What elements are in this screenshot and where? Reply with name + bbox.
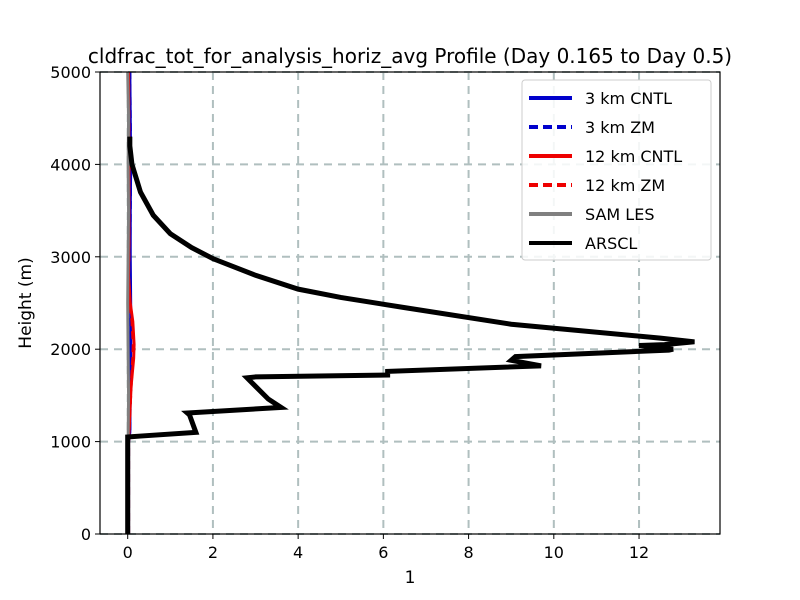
series-layer (125, 72, 695, 534)
series-line-12-km-zm (127, 72, 135, 534)
y-tick-label: 2000 (50, 340, 91, 359)
y-tick-label: 0 (81, 525, 91, 544)
x-tick-label: 12 (629, 543, 649, 562)
x-tick-label: 6 (378, 543, 388, 562)
x-tick-label: 0 (123, 543, 133, 562)
legend-label: 3 km CNTL (585, 89, 672, 108)
y-tick-label: 3000 (50, 248, 91, 267)
y-tick-label: 1000 (50, 433, 91, 452)
y-tick-label: 4000 (50, 155, 91, 174)
series-line-arscl (125, 136, 695, 534)
legend-label: SAM LES (585, 205, 654, 224)
y-axis-title: Height (m) (16, 257, 36, 348)
chart-title: cldfrac_tot_for_analysis_horiz_avg Profi… (88, 44, 732, 68)
x-tick-label: 8 (463, 543, 473, 562)
legend: 3 km CNTL 3 km ZM 12 km CNTL 12 km ZM SAM LE… (521, 79, 712, 261)
y-tick-label: 5000 (50, 63, 91, 82)
legend-label: 3 km ZM (585, 118, 655, 137)
legend-label: 12 km CNTL (585, 147, 682, 166)
x-axis-title: 1 (405, 568, 416, 588)
x-tick-label: 10 (544, 543, 564, 562)
x-tick-label: 2 (208, 543, 218, 562)
legend-label: 12 km ZM (585, 176, 665, 195)
legend-label: ARSCL (585, 234, 637, 253)
plot-frame (99, 71, 721, 535)
ticks: 0 2 4 6 8 10 12 0 1000 2000 3000 4000 5000 (50, 63, 649, 562)
x-tick-label: 4 (293, 543, 303, 562)
